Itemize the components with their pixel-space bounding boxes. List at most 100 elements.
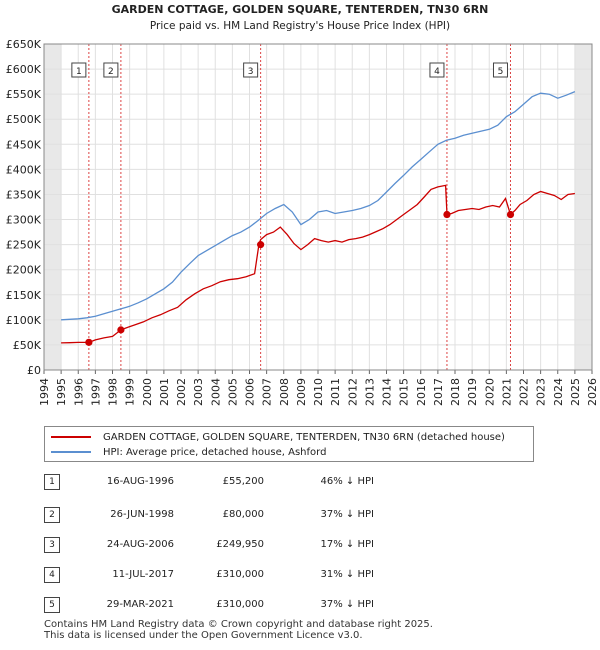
- sale-marker-box: [71, 62, 87, 78]
- chart-legend: GARDEN COTTAGE, GOLDEN SQUARE, TENTERDEN…: [44, 426, 534, 462]
- sale-point: [443, 210, 451, 219]
- sale-point: [506, 210, 515, 219]
- table-row: 4 11-JUL-2017 £310,000 31% ↓ HPI: [44, 567, 404, 583]
- sale-marker-label: 2: [108, 67, 114, 77]
- x-tick-label: 2013: [363, 378, 376, 406]
- sale-number: 3: [44, 537, 60, 553]
- y-tick-label: £100K: [6, 314, 42, 327]
- x-tick-label: 2026: [586, 378, 599, 406]
- table-row: 2 26-JUN-1998 £80,000 37% ↓ HPI: [44, 507, 404, 523]
- shaded-range: [44, 44, 62, 370]
- sale-hpi-diff: 37% ↓ HPI: [320, 509, 374, 520]
- x-tick-label: 2015: [398, 378, 411, 406]
- sale-hpi-diff: 17% ↓ HPI: [320, 539, 374, 550]
- x-tick-label: 1996: [72, 378, 85, 406]
- sale-marker-box: [429, 62, 445, 78]
- x-tick-label: 2000: [141, 378, 154, 406]
- legend-label-property: GARDEN COTTAGE, GOLDEN SQUARE, TENTERDEN…: [103, 431, 505, 443]
- hpi-line: [61, 91, 576, 321]
- sale-date: 11-JUL-2017: [112, 569, 174, 580]
- x-tick-label: 2011: [329, 378, 342, 406]
- sale-hpi-diff: 37% ↓ HPI: [320, 599, 374, 610]
- x-tick-label: 2012: [346, 378, 359, 406]
- y-tick-label: £200K: [6, 264, 42, 277]
- sale-date: 26-JUN-1998: [110, 509, 174, 520]
- sale-marker-label: 5: [498, 67, 504, 77]
- sale-price: £310,000: [216, 599, 264, 610]
- y-tick-label: £550K: [6, 88, 42, 101]
- sale-number: 5: [44, 597, 60, 613]
- legend-item-hpi: HPI: Average price, detached house, Ashf…: [51, 445, 326, 459]
- x-tick-label: 2024: [552, 378, 565, 406]
- sale-price: £310,000: [216, 569, 264, 580]
- sale-marker-label: 4: [434, 67, 440, 77]
- x-tick-label: 2016: [415, 378, 428, 406]
- x-tick-label: 2009: [295, 378, 308, 406]
- x-tick-label: 2014: [381, 378, 394, 406]
- x-tick-label: 2006: [244, 378, 257, 406]
- x-tick-label: 1995: [55, 378, 68, 406]
- legend-item-property: GARDEN COTTAGE, GOLDEN SQUARE, TENTERDEN…: [51, 430, 505, 444]
- x-tick-label: 1997: [89, 378, 102, 406]
- sale-marker-box: [243, 62, 259, 78]
- y-tick-label: £150K: [6, 289, 42, 302]
- x-tick-label: 2017: [432, 378, 445, 406]
- sale-marker-label: 3: [248, 67, 254, 77]
- x-tick-label: 2001: [158, 378, 171, 406]
- x-tick-label: 2007: [261, 378, 274, 406]
- shaded-range: [574, 44, 592, 370]
- x-tick-label: 2021: [500, 378, 513, 406]
- y-tick-label: £500K: [6, 113, 42, 126]
- x-tick-label: 2005: [226, 378, 239, 406]
- sale-date: 16-AUG-1996: [106, 476, 174, 487]
- sale-marker-box: [492, 62, 508, 78]
- y-tick-label: £50K: [13, 339, 42, 352]
- price-chart: GARDEN COTTAGE, GOLDEN SQUARE, TENTERDEN…: [6, 3, 599, 406]
- sale-point: [257, 241, 265, 249]
- y-tick-label: £650K: [6, 38, 42, 51]
- y-tick-label: £300K: [6, 214, 42, 227]
- x-tick-label: 2022: [518, 378, 531, 406]
- property-price-line: [61, 184, 575, 344]
- table-row: 3 24-AUG-2006 £249,950 17% ↓ HPI: [44, 537, 404, 553]
- x-tick-label: 2004: [209, 378, 222, 406]
- x-tick-label: 2025: [569, 378, 582, 406]
- legend-swatch-property: [51, 436, 91, 438]
- x-tick-label: 1994: [38, 378, 51, 406]
- footer-copyright: Contains HM Land Registry data © Crown c…: [44, 619, 433, 630]
- sale-marker-label: 1: [76, 67, 82, 77]
- y-tick-label: £350K: [6, 188, 42, 201]
- x-tick-label: 2020: [483, 378, 496, 406]
- sale-number: 2: [44, 507, 60, 523]
- footer-license: This data is licensed under the Open Gov…: [44, 630, 363, 641]
- x-tick-label: 2010: [312, 378, 325, 406]
- legend-label-hpi: HPI: Average price, detached house, Ashf…: [103, 446, 327, 458]
- x-tick-label: 2008: [278, 378, 291, 406]
- sale-point: [85, 338, 93, 346]
- sale-number: 4: [44, 567, 60, 583]
- legend-swatch-hpi: [51, 451, 91, 453]
- y-tick-label: £250K: [6, 239, 42, 252]
- sale-hpi-diff: 46% ↓ HPI: [320, 476, 374, 487]
- plot-border: [43, 43, 593, 371]
- x-tick-label: 2019: [466, 378, 479, 406]
- x-tick-label: 2002: [175, 378, 188, 406]
- x-tick-label: 2023: [535, 378, 548, 406]
- footer: Contains HM Land Registry data © Crown c…: [44, 619, 433, 641]
- y-tick-label: £450K: [6, 138, 42, 151]
- x-tick-label: 2003: [192, 378, 205, 406]
- sale-date: 29-MAR-2021: [106, 599, 174, 610]
- sale-number: 1: [44, 474, 60, 490]
- x-tick-label: 2018: [449, 378, 462, 406]
- sale-date: 24-AUG-2006: [106, 539, 174, 550]
- x-tick-label: 1999: [124, 378, 137, 406]
- x-tick-label: 1998: [107, 378, 120, 406]
- sale-price: £80,000: [222, 509, 264, 520]
- table-row: 5 29-MAR-2021 £310,000 37% ↓ HPI: [44, 597, 404, 613]
- sale-point: [117, 326, 125, 334]
- sale-marker-box: [103, 62, 119, 78]
- sale-hpi-diff: 31% ↓ HPI: [320, 569, 374, 580]
- y-tick-label: £400K: [6, 163, 42, 176]
- sale-price: £55,200: [222, 476, 264, 487]
- sale-price: £249,950: [216, 539, 264, 550]
